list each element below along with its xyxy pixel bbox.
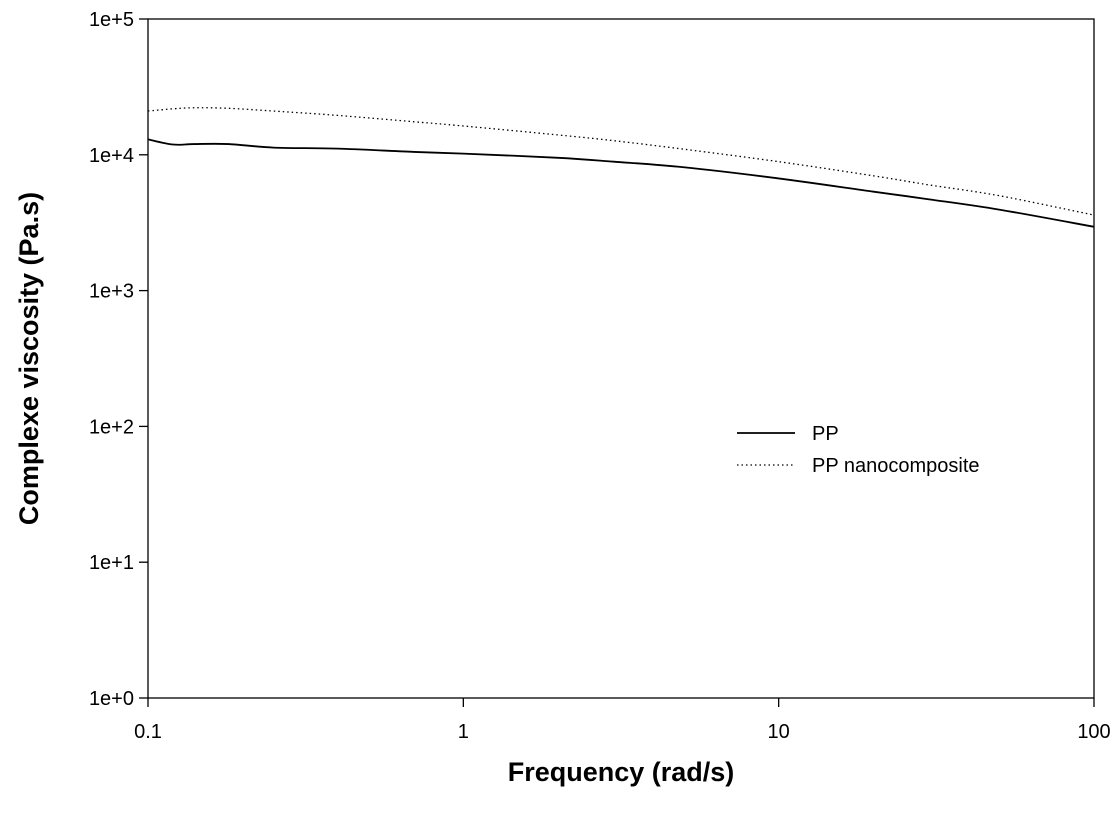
y-tick-label: 1e+1 bbox=[89, 552, 134, 574]
x-tick-label: 10 bbox=[768, 721, 790, 743]
y-tick-label: 1e+4 bbox=[89, 145, 134, 167]
axes: 0.1 1 10 100 1e+0 1e+1 1e+2 1e+3 1e+4 1e+5 bbox=[89, 9, 1111, 743]
y-tick-label: 1e+5 bbox=[89, 9, 134, 31]
series-line-pp-nanocomposite bbox=[147, 107, 1095, 216]
legend-label: PP bbox=[812, 423, 839, 445]
legend: PP PP nanocomposite bbox=[737, 423, 980, 477]
x-axis-title: Frequency (rad/s) bbox=[508, 757, 735, 787]
y-tick-label: 1e+2 bbox=[89, 416, 134, 438]
x-tick-label: 0.1 bbox=[134, 721, 162, 743]
x-tick-label: 100 bbox=[1077, 721, 1110, 743]
legend-label: PP nanocomposite bbox=[812, 455, 980, 477]
series-line-pp bbox=[147, 138, 1095, 228]
y-axis-title: Complexe viscosity (Pa.s) bbox=[14, 192, 44, 525]
y-tick-label: 1e+0 bbox=[89, 688, 134, 710]
x-tick-label: 1 bbox=[458, 721, 469, 743]
series-layer bbox=[147, 107, 1095, 228]
y-tick-label: 1e+3 bbox=[89, 281, 134, 303]
plot-frame bbox=[147, 18, 1095, 699]
